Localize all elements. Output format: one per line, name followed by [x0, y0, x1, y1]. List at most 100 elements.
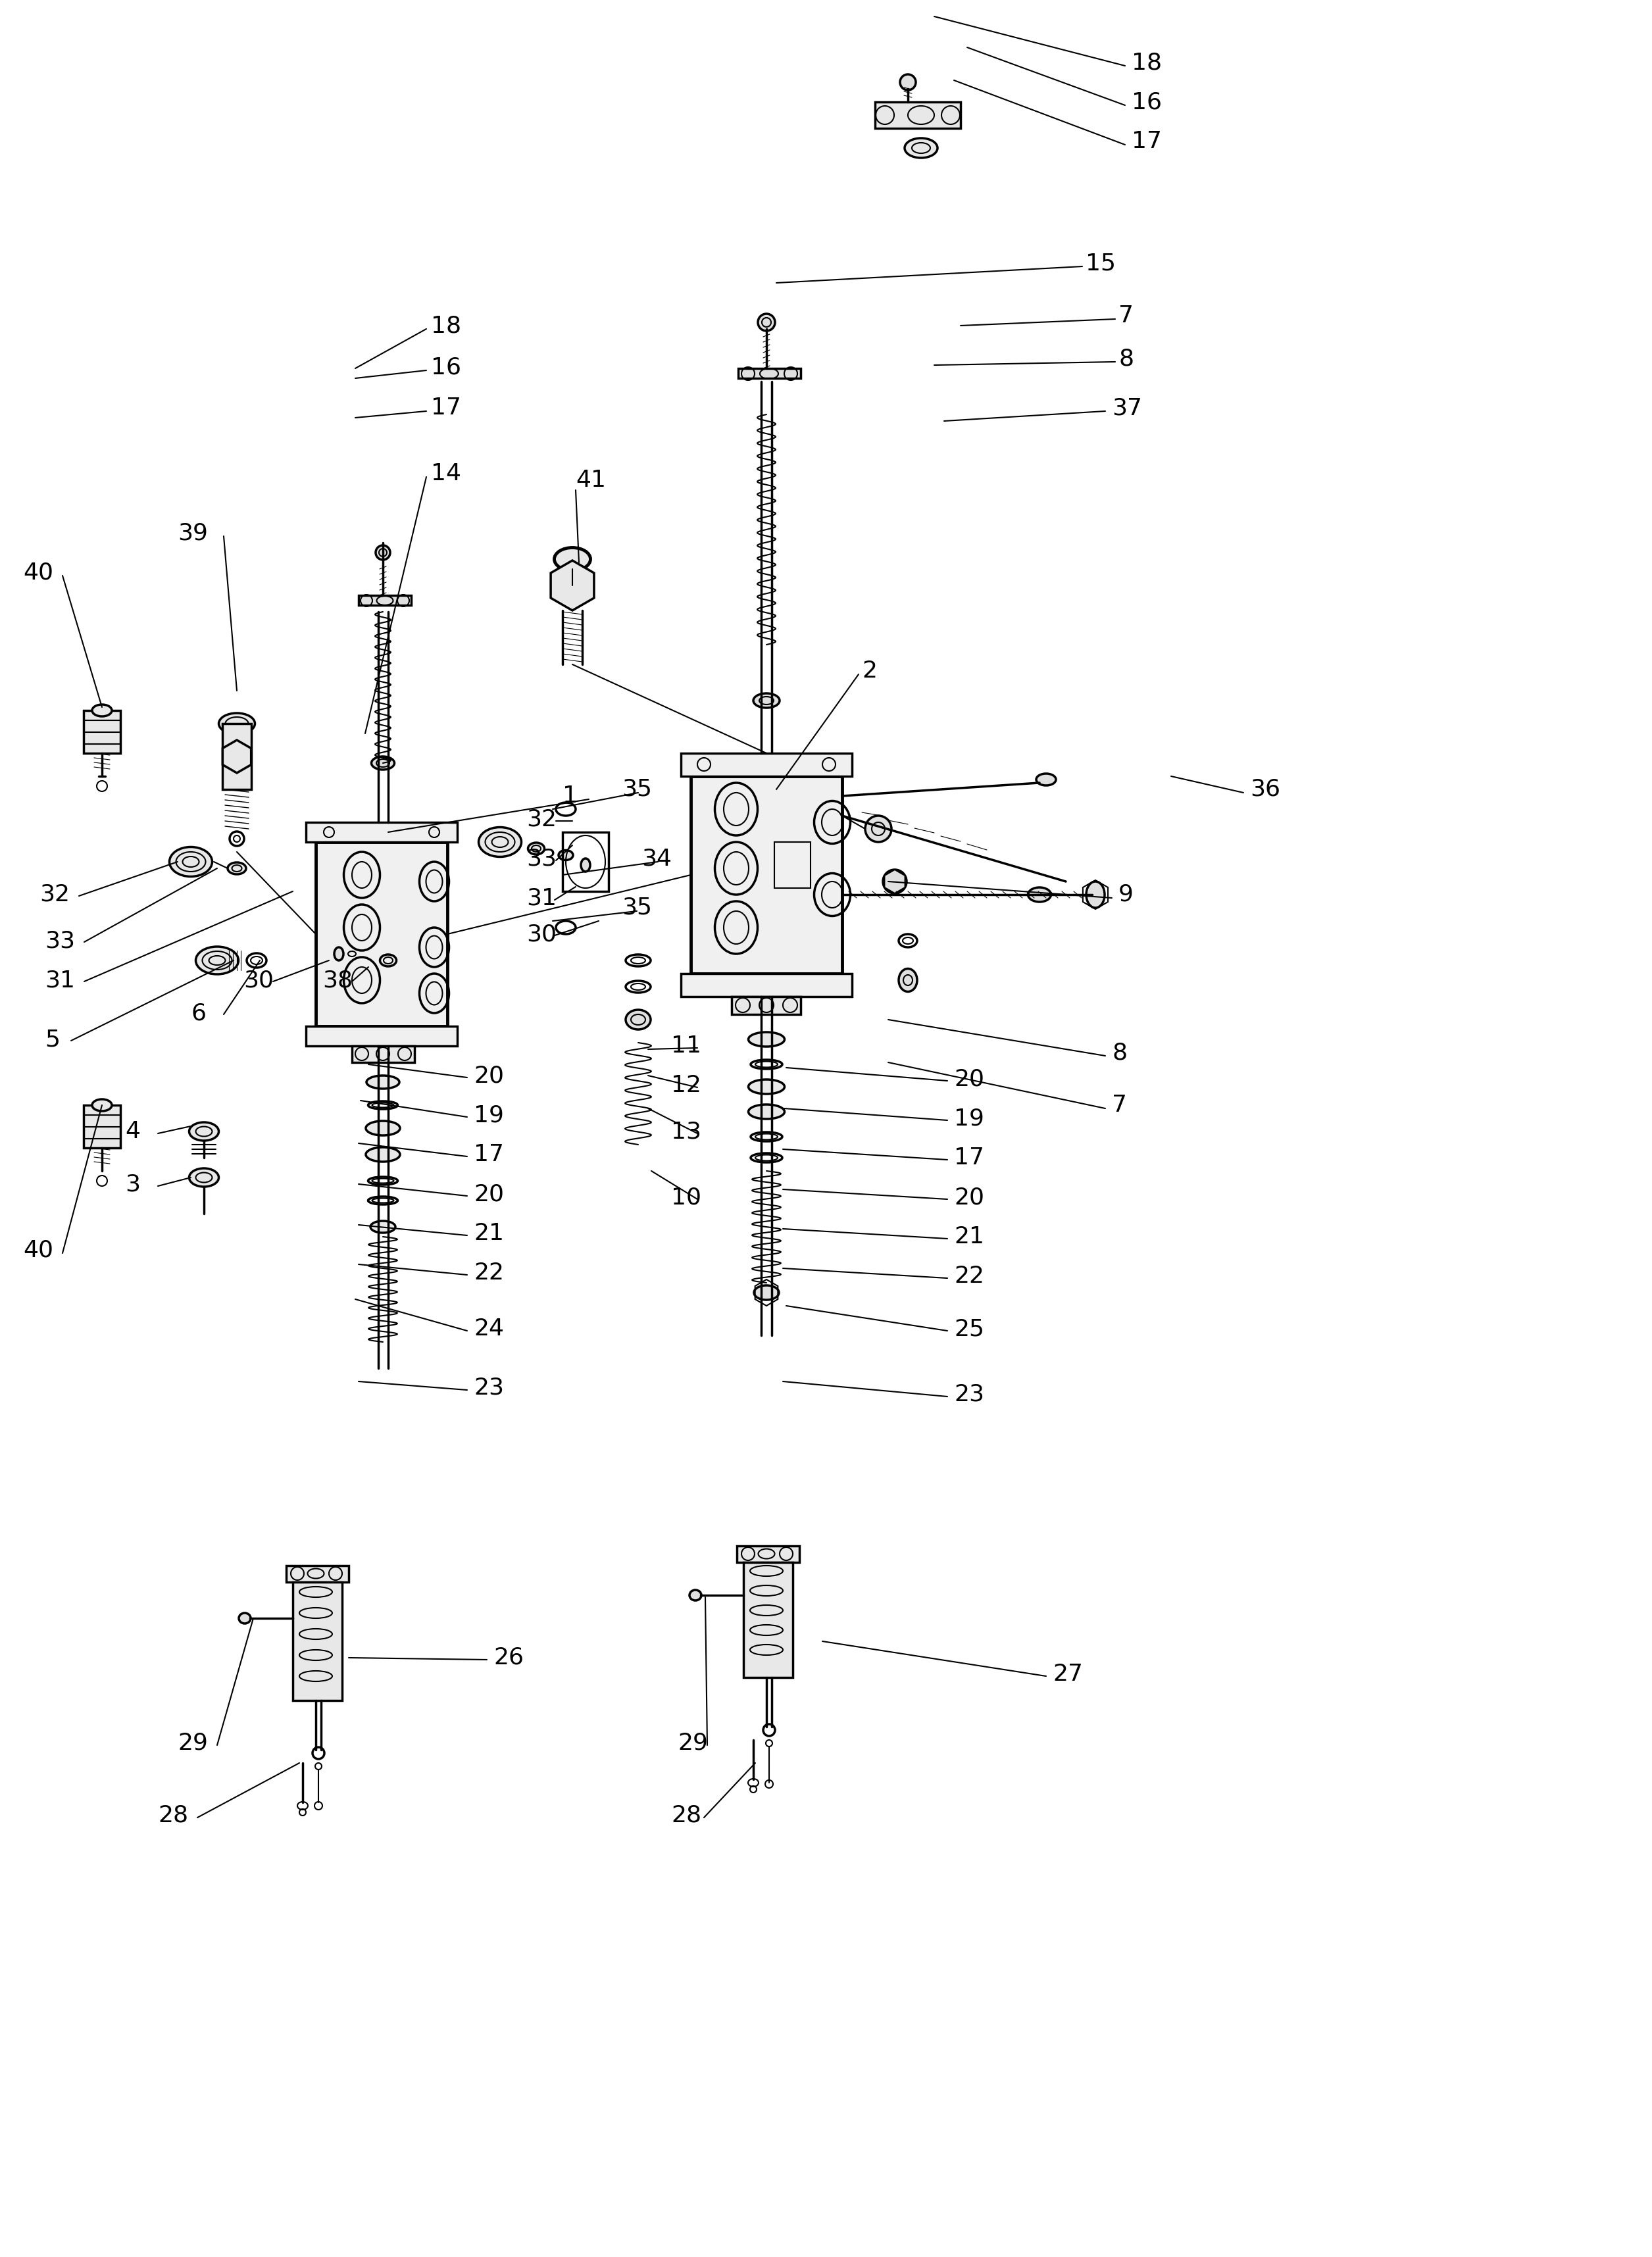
Bar: [563, 833, 608, 892]
Text: 16: 16: [431, 357, 461, 379]
Ellipse shape: [905, 138, 938, 158]
Bar: [84, 711, 121, 754]
Text: 9: 9: [1118, 882, 1133, 905]
Ellipse shape: [240, 1614, 251, 1623]
Bar: [681, 973, 852, 998]
Polygon shape: [738, 368, 801, 379]
Text: 18: 18: [431, 314, 461, 336]
Text: 35: 35: [621, 896, 653, 919]
Ellipse shape: [188, 1169, 218, 1187]
Ellipse shape: [753, 1286, 780, 1300]
Bar: [292, 1582, 342, 1700]
Text: 17: 17: [474, 1144, 504, 1165]
Ellipse shape: [1036, 774, 1056, 785]
Ellipse shape: [748, 1079, 785, 1095]
Text: 22: 22: [953, 1264, 985, 1286]
Ellipse shape: [558, 851, 573, 860]
Polygon shape: [550, 560, 595, 609]
Text: 25: 25: [953, 1318, 985, 1341]
Text: 28: 28: [671, 1803, 702, 1826]
Bar: [286, 1566, 349, 1582]
Bar: [306, 1027, 458, 1045]
Text: 5: 5: [45, 1029, 59, 1050]
Bar: [316, 842, 448, 1027]
Text: 4: 4: [126, 1119, 140, 1142]
Ellipse shape: [582, 858, 590, 871]
Text: 29: 29: [178, 1731, 208, 1754]
Ellipse shape: [365, 1122, 400, 1135]
Text: 29: 29: [677, 1731, 707, 1754]
Ellipse shape: [93, 1099, 112, 1110]
Text: 18: 18: [1132, 52, 1161, 74]
Ellipse shape: [370, 1221, 395, 1232]
Text: 23: 23: [953, 1384, 985, 1406]
Text: 21: 21: [474, 1223, 504, 1244]
Ellipse shape: [479, 828, 522, 858]
Polygon shape: [223, 740, 251, 772]
Text: 20: 20: [474, 1183, 504, 1205]
Text: 27: 27: [1052, 1663, 1084, 1686]
Bar: [681, 754, 852, 776]
Text: 17: 17: [953, 1147, 985, 1169]
Text: 10: 10: [671, 1187, 702, 1207]
Text: 7: 7: [1112, 1095, 1127, 1117]
Text: 8: 8: [1112, 1040, 1127, 1063]
Bar: [223, 724, 251, 790]
Text: 8: 8: [1118, 348, 1133, 370]
Text: 37: 37: [1112, 397, 1142, 420]
Polygon shape: [884, 869, 905, 894]
Ellipse shape: [900, 74, 915, 90]
Text: 13: 13: [671, 1119, 702, 1142]
Ellipse shape: [529, 842, 545, 855]
Ellipse shape: [372, 756, 395, 770]
Ellipse shape: [555, 548, 590, 571]
Text: 23: 23: [474, 1377, 504, 1399]
Text: 17: 17: [1132, 131, 1161, 153]
Text: 31: 31: [45, 968, 74, 991]
Ellipse shape: [899, 968, 917, 991]
Polygon shape: [876, 102, 960, 129]
Text: 7: 7: [1118, 305, 1133, 327]
Ellipse shape: [748, 1031, 785, 1047]
Ellipse shape: [228, 862, 246, 873]
Ellipse shape: [748, 1104, 785, 1119]
Text: 34: 34: [641, 846, 672, 869]
Ellipse shape: [758, 314, 775, 332]
Text: 35: 35: [621, 779, 653, 801]
Ellipse shape: [367, 1077, 400, 1088]
Ellipse shape: [1028, 887, 1051, 903]
Polygon shape: [352, 1045, 415, 1063]
Text: 12: 12: [671, 1074, 702, 1097]
Text: 3: 3: [126, 1174, 140, 1196]
Ellipse shape: [486, 833, 515, 851]
Ellipse shape: [218, 713, 254, 734]
Ellipse shape: [626, 1009, 651, 1029]
Text: 11: 11: [671, 1034, 702, 1056]
Text: 36: 36: [1251, 779, 1280, 801]
Text: 40: 40: [23, 1239, 53, 1262]
Bar: [306, 822, 458, 842]
Bar: [737, 1546, 800, 1562]
Text: 20: 20: [953, 1068, 985, 1090]
Text: 1: 1: [563, 785, 578, 808]
Text: 15: 15: [1085, 253, 1115, 275]
Text: 6: 6: [190, 1002, 207, 1025]
Text: 24: 24: [474, 1318, 504, 1341]
Ellipse shape: [753, 693, 780, 709]
Text: 28: 28: [159, 1803, 188, 1826]
Ellipse shape: [188, 1122, 218, 1140]
Text: 31: 31: [527, 887, 557, 910]
Ellipse shape: [365, 1147, 400, 1162]
Polygon shape: [358, 596, 411, 605]
Text: 17: 17: [431, 397, 461, 420]
Text: 19: 19: [474, 1104, 504, 1126]
Text: 20: 20: [474, 1065, 504, 1086]
Text: 20: 20: [953, 1187, 985, 1207]
Ellipse shape: [334, 948, 344, 961]
Text: 30: 30: [243, 968, 274, 991]
Bar: [691, 776, 843, 973]
Ellipse shape: [375, 546, 390, 560]
Text: 39: 39: [178, 521, 208, 544]
Text: 21: 21: [953, 1226, 985, 1248]
Ellipse shape: [170, 846, 211, 876]
